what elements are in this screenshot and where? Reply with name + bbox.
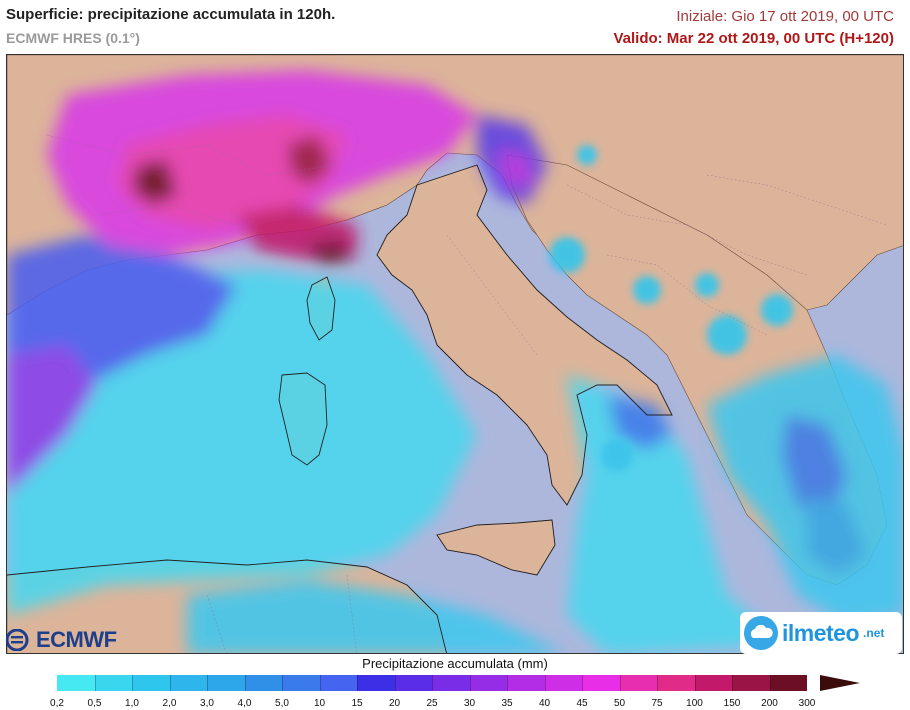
legend-tick-mark — [544, 675, 546, 691]
legend-tick-mark — [394, 675, 396, 691]
legend-swatch — [657, 675, 695, 691]
legend-tick-mark — [282, 675, 283, 691]
legend-swatch — [57, 675, 95, 691]
legend-tick-label: 3,0 — [200, 698, 214, 709]
legend-tick-label: 50 — [613, 698, 626, 709]
legend-swatch — [694, 675, 732, 691]
ecmwf-logo-text: ECMWF — [36, 627, 117, 652]
legend-swatch — [207, 675, 245, 691]
legend-tick-mark — [357, 675, 358, 691]
legend-swatch — [469, 675, 507, 691]
legend-tick-label: 45 — [576, 698, 588, 709]
coastlines — [7, 164, 673, 653]
legend-tick-label: 25 — [426, 698, 438, 709]
legend-swatch — [619, 675, 657, 691]
legend-tick-label: 30 — [463, 698, 476, 709]
legend-tick-mark — [132, 675, 133, 691]
legend-tick-mark — [769, 675, 771, 691]
legend-tick-mark — [657, 675, 658, 691]
legend-swatch — [282, 675, 320, 691]
legend-tick-label: 20 — [388, 698, 401, 709]
ecmwf-logo: ECMWF — [6, 626, 126, 654]
legend-tick-label: 75 — [651, 698, 663, 709]
legend-tick-label: 0,5 — [87, 698, 102, 709]
legend-swatch — [394, 675, 432, 691]
legend-tick-labels: 0,2 0,5 1,0 2,0 3,0 4,0 5,0 10 15 20 25 30 35 40 45 50 7… — [0, 692, 910, 710]
legend-tick-mark — [582, 675, 583, 691]
model-subtitle: ECMWF HRES (0.1°) — [6, 30, 140, 46]
legend-tick-mark — [207, 675, 208, 691]
map-canvas — [7, 55, 903, 653]
legend-tick-label: 35 — [501, 698, 513, 709]
legend-swatch — [769, 675, 807, 691]
cloud-icon — [744, 616, 778, 650]
legend-tick-label: 10 — [313, 698, 326, 709]
legend-tick-mark — [507, 675, 508, 691]
legend-tick-mark — [469, 675, 471, 691]
legend-swatch — [357, 675, 395, 691]
admin-borders — [46, 134, 888, 653]
legend-tick-mark — [319, 675, 321, 691]
legend-tick-mark — [94, 675, 96, 691]
legend-tick-label: 2,0 — [162, 698, 177, 709]
legend-colorbar — [57, 675, 807, 691]
ilmeteo-tld: .net — [863, 626, 885, 640]
legend-tick-mark — [244, 675, 246, 691]
legend-tick-mark — [619, 675, 621, 691]
legend-swatch — [169, 675, 207, 691]
legend-tick-label: 150 — [723, 698, 741, 709]
legend-swatch — [319, 675, 357, 691]
legend-swatch — [132, 675, 170, 691]
legend-swatch — [432, 675, 470, 691]
legend-tick-label: 15 — [351, 698, 363, 709]
legend-tick-label: 1,0 — [125, 698, 139, 709]
map-title: Superficie: precipitazione accumulata in… — [6, 6, 336, 23]
legend-tick-label: 0,2 — [50, 698, 64, 709]
precip-overlay — [7, 70, 903, 653]
ilmeteo-logo: ilmeteo .net — [740, 612, 902, 654]
legend-swatch — [94, 675, 132, 691]
legend-swatch — [582, 675, 620, 691]
legend-arrow — [820, 675, 860, 691]
init-time-label: Iniziale: Gio 17 ott 2019, 00 UTC — [676, 8, 894, 25]
legend-tick-label: 5,0 — [275, 698, 289, 709]
legend-tick-mark — [694, 675, 696, 691]
legend-tick-label: 4,0 — [237, 698, 252, 709]
legend-swatch — [732, 675, 770, 691]
valid-time-label: Valido: Mar 22 ott 2019, 00 UTC (H+120) — [613, 30, 894, 47]
legend-tick-mark — [732, 675, 733, 691]
legend-title: Precipitazione accumulata (mm) — [362, 656, 548, 671]
ilmeteo-brand: ilmeteo — [782, 619, 860, 646]
legend-swatch — [507, 675, 545, 691]
legend-tick-label: 100 — [686, 698, 703, 709]
legend-tick-label: 300 — [798, 698, 816, 709]
legend-tick-mark — [432, 675, 433, 691]
legend-tick-label: 40 — [538, 698, 551, 709]
legend-swatch — [544, 675, 582, 691]
precipitation-map — [6, 54, 904, 654]
legend-tick-mark — [169, 675, 171, 691]
legend-tick-label: 200 — [761, 698, 778, 709]
ecmwf-mark-icon — [6, 629, 29, 651]
legend-swatch — [244, 675, 282, 691]
